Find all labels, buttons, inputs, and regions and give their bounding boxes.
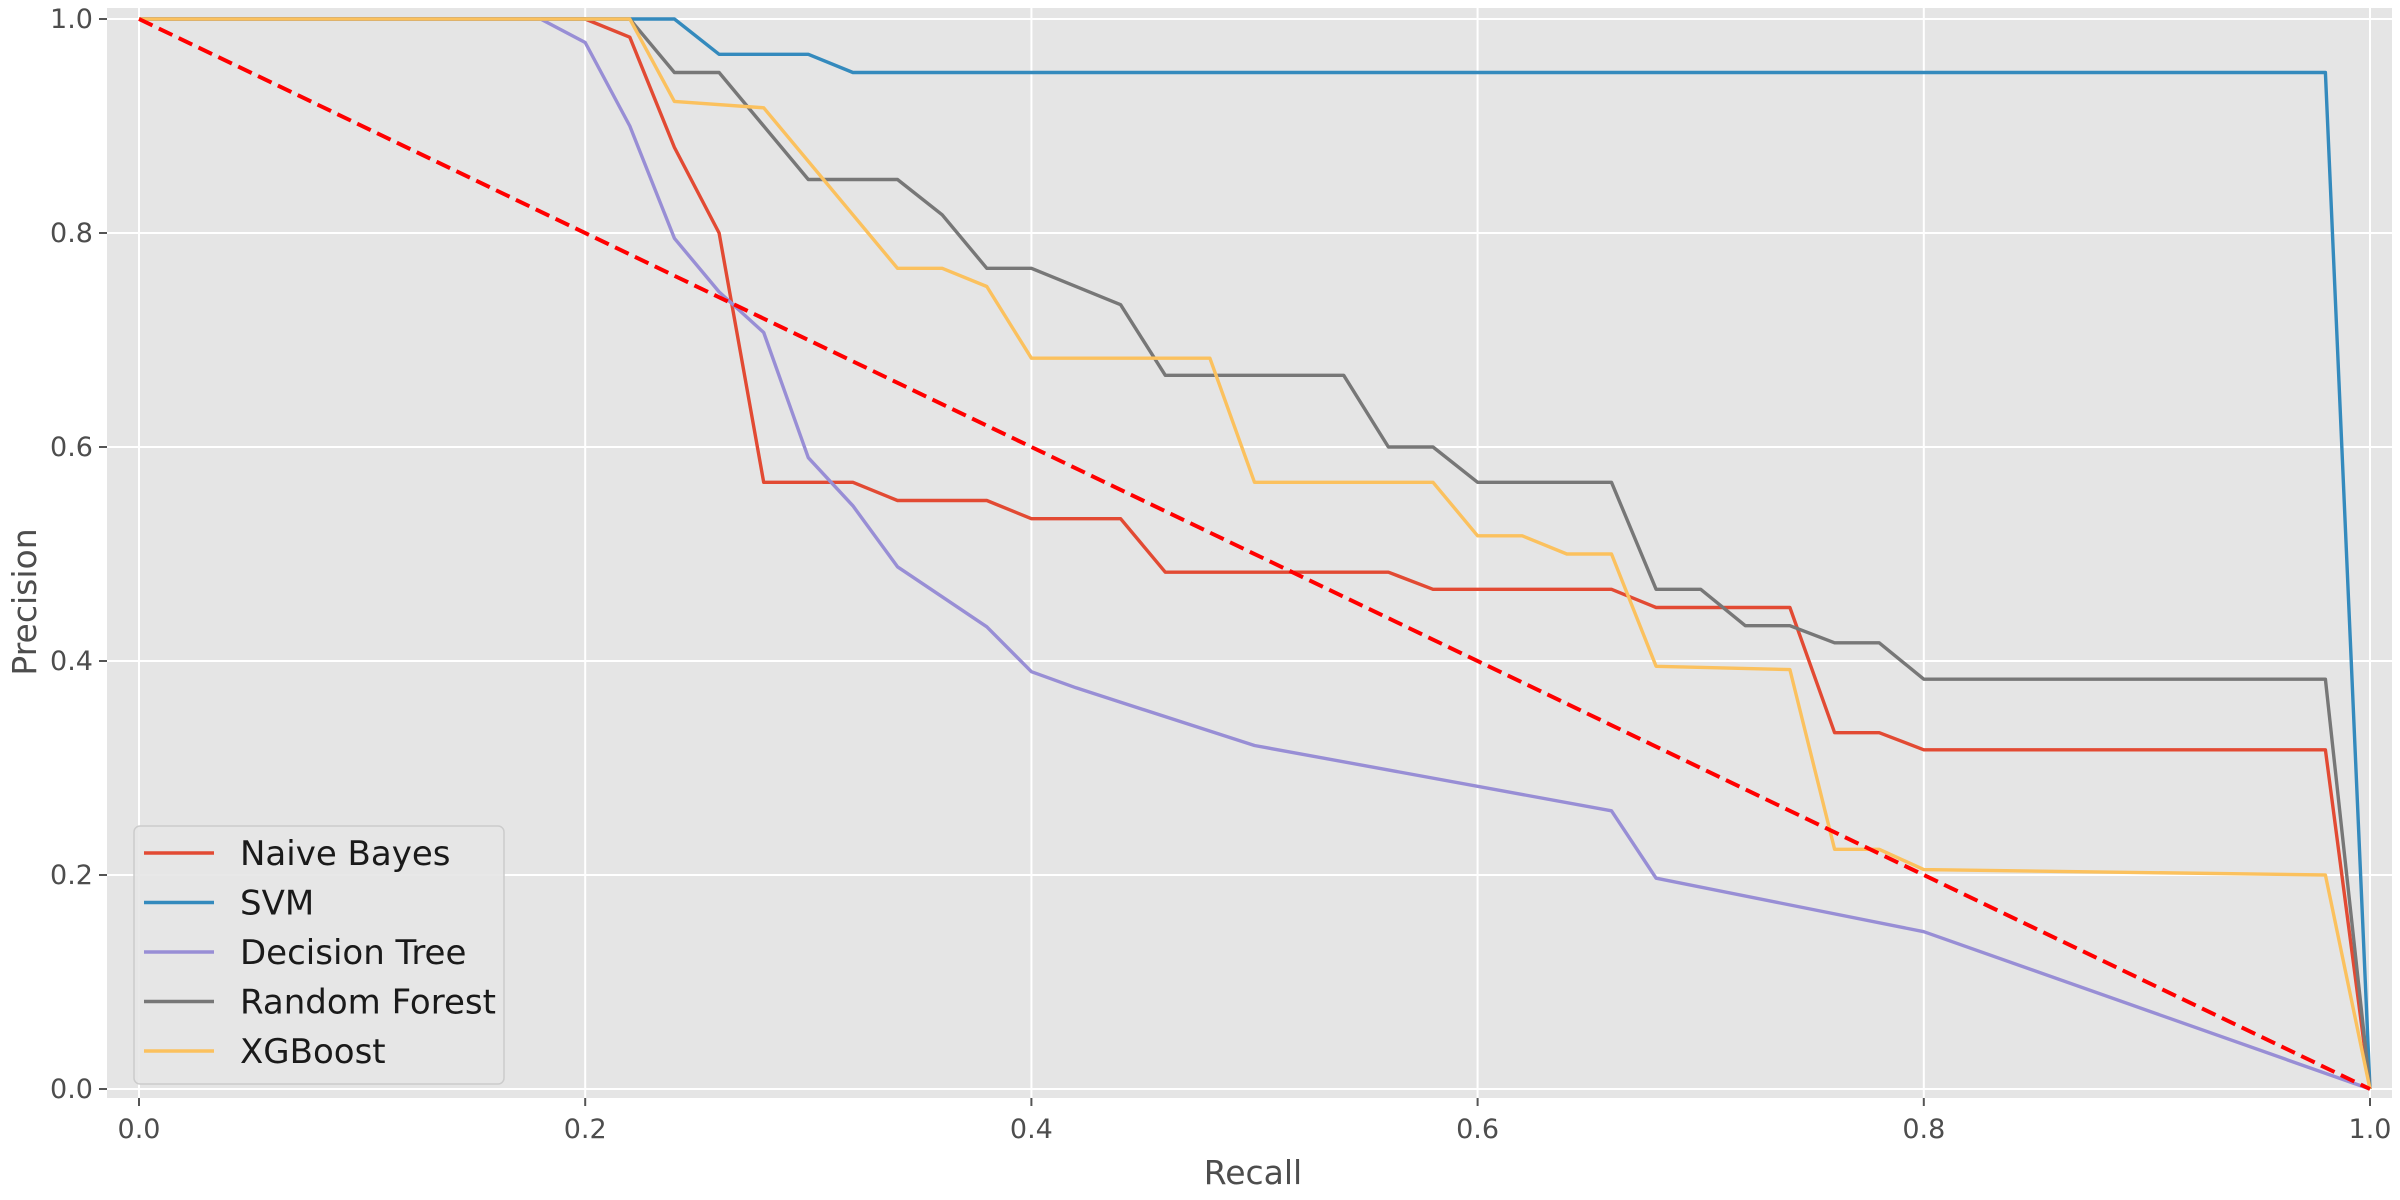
y-axis-label: Precision [5,528,44,675]
legend: Naive Bayes SVM Decision Tree Random Forest… [133,825,505,1085]
y-tick-label: 1.0 [50,4,93,35]
y-tick-label: 0.0 [50,1074,93,1105]
legend-box [133,825,505,1085]
legend-label-decision-tree: Decision Tree [240,933,466,973]
x-tick-label: 0.8 [1902,1114,1945,1145]
y-tick-label: 0.4 [50,646,93,677]
y-tick-label: 0.2 [50,860,93,891]
x-tick-label: 0.6 [1456,1114,1499,1145]
x-axis-ticks: 0.0 0.2 0.4 0.6 0.8 1.0 [118,1098,2392,1145]
x-tick-label: 1.0 [2349,1114,2392,1145]
legend-label-random-forest: Random Forest [240,983,496,1023]
reference-line-group [138,17,2371,1091]
series-line-naive-bayes [139,17,2372,1090]
y-axis-ticks: 0.0 0.2 0.4 0.6 0.8 1.0 [50,4,107,1105]
x-axis-label: Recall [1204,1153,1302,1192]
series-line-random-forest [139,17,2372,1090]
y-tick-label: 0.6 [50,432,93,463]
series-line-decision-tree [139,17,2371,1091]
x-tick-label: 0.2 [564,1114,607,1145]
series-line-svm [139,17,2372,1090]
series-line-xgboost [139,17,2372,1090]
legend-label-naive-bayes: Naive Bayes [240,834,450,874]
legend-label-xgboost: XGBoost [240,1032,386,1072]
x-tick-label: 0.0 [118,1114,161,1145]
series-lines [139,17,2372,1091]
x-tick-label: 0.4 [1010,1114,1053,1145]
reference-line [138,17,2371,1091]
legend-label-svm: SVM [240,884,314,924]
y-tick-label: 0.8 [50,218,93,249]
